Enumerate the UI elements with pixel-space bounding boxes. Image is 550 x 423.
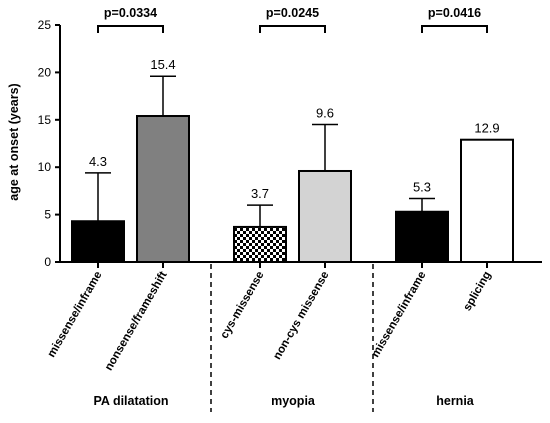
y-tick-label: 15 (38, 113, 52, 127)
bars-layer (71, 115, 514, 264)
p-value-label-2: p=0.0416 (428, 6, 481, 20)
y-axis-title: age at onset (years) (7, 83, 21, 200)
category-label-2-0: missense/inframe (370, 270, 429, 360)
comparison-bracket-2 (421, 25, 488, 33)
p-value-label-0: p=0.0334 (104, 6, 157, 20)
bar-1-0 (233, 225, 287, 263)
comparison-bracket-0 (97, 25, 164, 33)
category-label-0-0: missense/inframe (46, 270, 105, 360)
group-label-0: PA dilatation (94, 394, 169, 408)
bar-2-0 (395, 210, 449, 263)
value-label-2-0: 5.3 (413, 179, 431, 194)
y-tick-label: 0 (44, 255, 51, 269)
category-label-0-1: nonsense/frameshift (103, 269, 170, 373)
y-tick-label: 25 (38, 18, 52, 32)
value-label-2-1: 12.9 (474, 121, 499, 136)
bar-2-1 (460, 138, 514, 263)
bar-0-1 (136, 115, 190, 264)
category-label-1-0: cys-missense (218, 270, 266, 341)
value-label-1-1: 9.6 (316, 106, 334, 121)
group-label-1: myopia (271, 394, 316, 408)
category-label-1-1: non-cys missense (271, 270, 331, 362)
y-tick-label: 10 (38, 160, 52, 174)
group-label-2: hernia (436, 394, 475, 408)
comparison-bracket-1 (259, 25, 326, 33)
category-label-2-1: splicing (461, 270, 493, 314)
value-label-0-0: 4.3 (89, 154, 107, 169)
error-bars-layer (85, 75, 435, 227)
value-label-0-1: 15.4 (150, 57, 175, 72)
bar-1-1 (298, 169, 352, 264)
labels-layer: 4.3 missense/inframe 15.4 nonsense/frameshi… (46, 6, 500, 408)
p-value-label-1: p=0.0245 (266, 6, 319, 20)
value-label-1-0: 3.7 (251, 186, 269, 201)
y-tick-label: 20 (38, 65, 52, 79)
bar-0-0 (71, 220, 125, 263)
y-tick-label: 5 (44, 208, 51, 222)
